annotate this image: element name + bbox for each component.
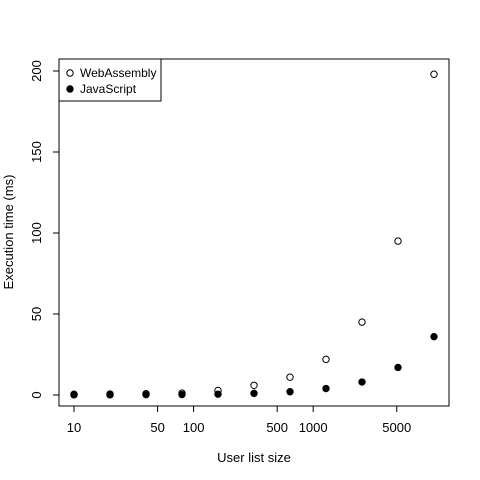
point-javascript: [70, 391, 78, 399]
point-webassembly: [358, 318, 366, 326]
y-tick-label: 150: [29, 141, 44, 163]
point-javascript: [430, 332, 438, 341]
data-points: [70, 70, 438, 399]
x-axis: 10 50 100 500 1000 5000: [67, 405, 411, 435]
x-tick-label: 500: [266, 420, 288, 435]
plot-frame: [58, 58, 450, 407]
point-webassembly: [286, 373, 294, 381]
legend-marker-javascript: [66, 85, 74, 93]
x-tick-label: 5000: [382, 420, 411, 435]
x-axis-label: User list size: [217, 450, 291, 465]
x-tick-label: 50: [150, 420, 164, 435]
point-javascript: [286, 388, 294, 396]
x-tick-label: 100: [183, 420, 205, 435]
point-javascript: [106, 391, 114, 399]
legend: WebAssembly JavaScript: [58, 58, 162, 102]
y-tick-label: 0: [29, 391, 44, 398]
legend-marker-webassembly: [66, 69, 74, 77]
point-webassembly: [430, 70, 438, 78]
point-javascript: [358, 378, 366, 386]
point-webassembly: [322, 355, 330, 364]
legend-label-webassembly: WebAssembly: [80, 66, 156, 80]
point-javascript: [214, 390, 222, 398]
y-axis-label: Execution time (ms): [1, 175, 16, 290]
point-javascript: [142, 390, 150, 399]
y-tick-label: 200: [29, 60, 44, 82]
point-javascript: [250, 389, 258, 398]
point-webassembly: [250, 381, 258, 389]
point-javascript: [322, 384, 330, 393]
y-axis: 0 50 100 150 200: [29, 60, 60, 399]
x-tick-label: 10: [67, 420, 81, 435]
point-javascript: [394, 363, 402, 372]
legend-box: [58, 58, 162, 102]
legend-label-javascript: JavaScript: [80, 82, 137, 96]
y-tick-label: 50: [29, 307, 44, 321]
y-tick-label: 100: [29, 222, 44, 244]
point-javascript: [178, 390, 186, 399]
point-webassembly: [394, 237, 402, 245]
x-tick-label: 1000: [299, 420, 328, 435]
